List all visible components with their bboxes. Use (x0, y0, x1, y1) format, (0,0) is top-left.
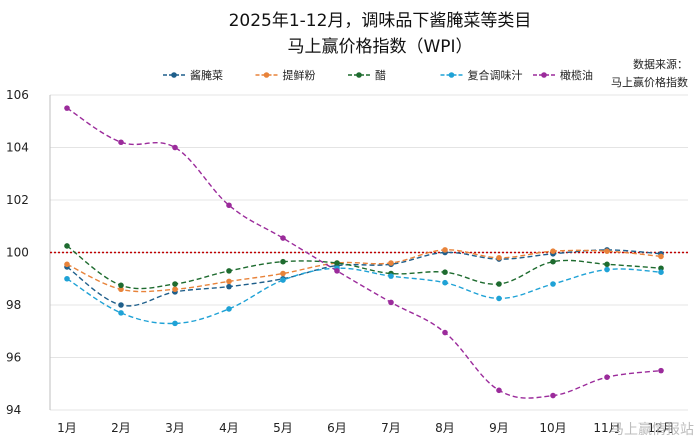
data-point (496, 254, 502, 261)
legend-swatch-marker (171, 72, 177, 78)
data-point (118, 282, 124, 289)
chart-subtitle: 马上赢价格指数（WPI） (287, 37, 472, 57)
data-point (64, 243, 70, 249)
legend-swatch-marker (263, 72, 270, 78)
source-name: 马上赢价格指数 (611, 75, 688, 89)
data-point (550, 281, 556, 287)
legend: 酱腌菜 提鲜粉 醋 复合调味汁 橄榄油 (163, 68, 593, 82)
y-tick-label: 100 (6, 246, 29, 260)
data-point (280, 258, 286, 265)
data-point (118, 139, 124, 146)
y-tick-label: 96 (6, 351, 21, 365)
data-point (334, 260, 340, 266)
data-point (550, 258, 556, 265)
data-point (442, 329, 448, 336)
y-tick-label: 104 (6, 141, 29, 155)
data-point (442, 279, 448, 286)
data-point (496, 387, 502, 394)
data-point (658, 269, 664, 275)
data-point (118, 286, 124, 293)
data-point (604, 374, 610, 380)
data-point (388, 260, 394, 266)
y-tick-label: 106 (6, 88, 29, 102)
y-tick-label: 94 (6, 403, 21, 417)
data-point (64, 261, 70, 268)
series-line-1 (66, 249, 662, 307)
data-point (604, 248, 610, 254)
data-point (226, 268, 232, 274)
data-point (658, 367, 664, 374)
series-line-3 (66, 245, 662, 290)
data-point (334, 268, 340, 274)
legend-swatch-marker (541, 72, 547, 78)
chart-title: 2025年1-12月，调味品下酱腌菜等类目 (229, 11, 532, 31)
x-tick-label: 9月 (489, 421, 509, 435)
series-line-4 (66, 267, 662, 325)
data-point (172, 320, 178, 327)
data-point (226, 278, 232, 285)
data-point (280, 277, 286, 283)
data-point (604, 266, 610, 273)
data-point (172, 281, 178, 287)
data-point (280, 235, 286, 241)
x-tick-label: 6月 (327, 421, 347, 435)
data-point (118, 310, 124, 316)
x-tick-label: 10月 (539, 421, 566, 435)
data-point (604, 261, 610, 268)
data-point (496, 281, 502, 287)
data-point (658, 265, 664, 272)
source-label: 数据来源： (633, 57, 688, 71)
data-point (64, 105, 70, 111)
data-point (280, 270, 286, 277)
data-point (388, 273, 394, 279)
legend-swatch-marker (356, 72, 362, 78)
x-tick-label: 8月 (435, 421, 455, 435)
data-point (388, 299, 394, 306)
data-point (226, 283, 232, 290)
legend-label: 醋 (375, 68, 386, 82)
legend-label: 复合调味汁 (468, 68, 523, 82)
x-tick-label: 4月 (219, 421, 239, 435)
data-point (550, 392, 556, 399)
data-point (658, 253, 664, 260)
x-tick-label: 12月 (647, 421, 674, 435)
data-point (172, 286, 178, 293)
data-point (172, 144, 178, 151)
data-point (226, 306, 232, 312)
data-point (118, 302, 124, 308)
x-tick-label: 5月 (273, 421, 293, 435)
series-line-2 (66, 249, 662, 293)
legend-label: 提鲜粉 (283, 68, 316, 82)
plot-area: 94 96 98 100 102 104 106 1月 2月 3月 4月 5月 6月 7月 8月 9月 10月 1… (6, 88, 688, 435)
data-point (550, 248, 556, 254)
data-point (64, 275, 70, 282)
x-tick-label: 3月 (165, 421, 185, 435)
data-point (442, 269, 448, 275)
legend-swatch-marker (448, 72, 455, 78)
x-tick-label: 1月 (57, 421, 77, 435)
legend-label: 酱腌菜 (190, 68, 223, 82)
data-point (496, 295, 502, 302)
data-point (226, 202, 232, 209)
y-tick-label: 98 (6, 298, 21, 312)
x-tick-label: 2月 (111, 421, 131, 435)
x-tick-label: 7月 (381, 421, 401, 435)
data-point (442, 247, 448, 253)
watermark: 马上赢情报站 (610, 421, 694, 438)
y-tick-label: 102 (6, 193, 29, 207)
x-tick-label: 11月 (593, 421, 620, 435)
legend-label: 橄榄油 (560, 68, 593, 82)
